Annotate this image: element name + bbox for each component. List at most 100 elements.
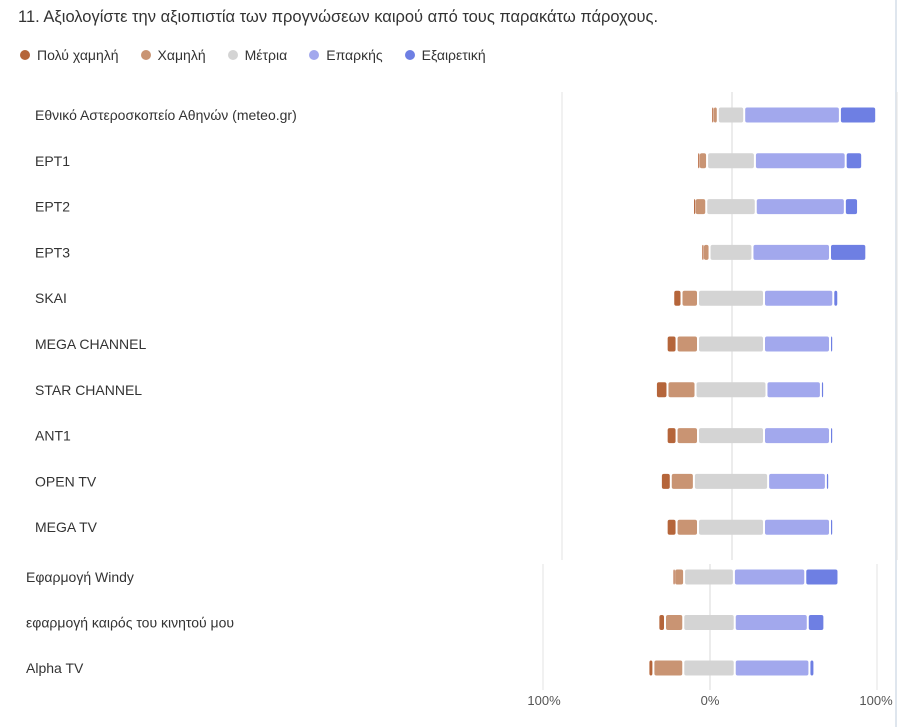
bar-segment-low [699,153,707,169]
legend-label: Πολύ χαμηλή [37,47,119,63]
legend-label: Μέτρια [244,47,288,63]
bar-segment-medium [699,428,763,444]
bar-segment-very-low [649,660,653,676]
row-label: SKAI [35,290,67,306]
bar-segment-adequate [734,569,805,585]
legend-dot-icon [227,50,238,60]
x-tick-label: 0% [701,693,720,708]
row-label: ΕΡΤ1 [35,153,70,169]
bar-segment-medium [685,569,733,585]
bar-segment-medium [710,244,752,260]
bar-segment-excellent [810,660,814,676]
bar-segment-low [695,199,706,215]
bar-segment-adequate [735,660,809,676]
bar-segment-very-low [661,473,670,489]
window-edge [895,0,897,727]
bar-segment-adequate [765,519,829,535]
bar-segment-very-low [667,519,676,535]
bar-segment-excellent [826,473,829,489]
row-label: MEGA CHANNEL [35,336,146,352]
row-label: ΕΡΤ3 [35,244,70,260]
bar-segment-medium [696,382,766,398]
x-tick-label: 100% [859,693,893,708]
bar-segment-excellent [821,382,824,398]
bar-segment-medium [707,199,755,215]
bar-segment-very-low [702,244,704,260]
bar-segment-very-low [667,428,676,444]
legend-dot-icon [140,50,151,60]
bar-segment-adequate [765,290,833,306]
bar-segment-adequate [756,199,844,215]
bar-segment-medium [708,153,754,169]
bar-segment-medium [694,473,768,489]
row-label: ΕΡΤ2 [35,199,70,215]
bar-segment-adequate [753,244,829,260]
legend-item-medium[interactable]: Μέτρια [227,47,288,63]
bar-segment-excellent [834,290,838,306]
bar-segment-adequate [765,428,829,444]
legend-label: Χαμηλή [157,47,206,63]
bar-segment-very-low [673,569,675,585]
row-label: STAR CHANNEL [35,382,142,398]
bar-segment-medium [684,660,734,676]
bar-segment-excellent [808,615,824,630]
bar-segment-very-low [694,199,696,215]
bar-segment-low [703,244,709,260]
bar-segment-excellent [806,569,838,585]
row-label: ANT1 [35,428,71,444]
row-label: εφαρμογή καιρός του κινητού μου [26,615,234,631]
bar-segment-medium [699,290,763,306]
row-label: Εφαρμογή Windy [26,569,134,585]
bar-segment-low [666,615,683,630]
legend-dot-icon [404,50,415,60]
bar-segment-low [677,519,697,535]
x-tick-label: 100% [527,693,561,708]
legend-dot-icon [20,50,30,60]
bar-segment-excellent [831,244,866,260]
bar-segment-adequate [735,615,807,630]
bar-segment-low [654,660,683,676]
bar-segment-excellent [846,153,862,169]
legend-item-low[interactable]: Χαμηλή [140,47,206,63]
bar-segment-low [713,107,717,123]
bar-segment-very-low [674,290,681,306]
bar-segment-adequate [769,473,825,489]
bar-segment-very-low [659,615,665,630]
legend-label: Εξαιρετική [421,47,486,63]
bar-segment-very-low [698,153,700,169]
bar-segment-low [675,569,684,585]
bar-segment-low [668,382,695,398]
row-label: MEGA TV [35,519,98,535]
legend-item-adequate[interactable]: Επαρκής [309,47,383,63]
row-label: Alpha TV [26,660,84,676]
bar-segment-excellent [831,428,833,444]
bar-segment-adequate [767,382,820,398]
row-label: Εθνικό Αστεροσκοπείο Αθηνών (meteo.gr) [35,107,297,123]
bar-segment-medium [699,519,763,535]
chart-legend: Πολύ χαμηλή Χαμηλή Μέτρια Επαρκής Εξαιρε… [20,47,486,63]
legend-label: Επαρκής [326,47,383,63]
bar-segment-low [677,336,697,352]
bar-segment-very-low [667,336,676,352]
bar-segment-adequate [765,336,829,352]
bar-segment-adequate [755,153,845,169]
bar-segment-excellent [845,199,858,215]
bar-segment-very-low [656,382,667,398]
bar-segment-medium [718,107,744,123]
bar-segment-adequate [745,107,839,123]
bar-segment-low [671,473,693,489]
legend-item-very-low[interactable]: Πολύ χαμηλή [20,47,119,63]
bar-segment-excellent [831,519,833,535]
bar-segment-low [682,290,697,306]
bar-segment-medium [699,336,763,352]
question-title: 11. Αξιολογίστε την αξιοπιστία των προγν… [18,8,659,26]
row-label: OPEN TV [35,473,97,489]
bar-segment-very-low [712,107,714,123]
bar-segment-excellent [840,107,876,123]
bar-segment-medium [684,615,734,630]
bar-segment-excellent [831,336,833,352]
legend-item-excellent[interactable]: Εξαιρετική [404,47,486,63]
bar-segment-low [677,428,697,444]
legend-dot-icon [309,50,320,60]
